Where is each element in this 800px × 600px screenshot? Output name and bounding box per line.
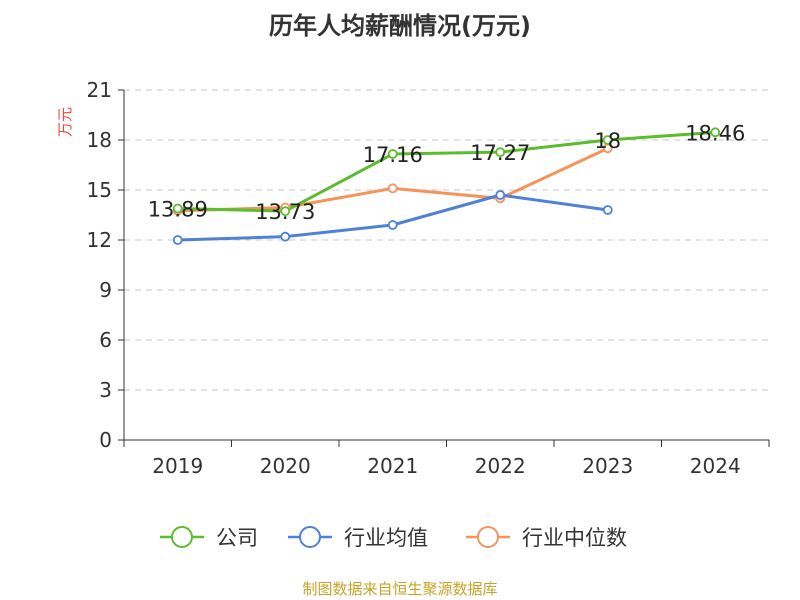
data-label: 17.27 <box>470 141 530 165</box>
data-point <box>495 147 506 158</box>
y-tick-label: 18 <box>87 128 112 152</box>
data-label: 17.16 <box>363 143 423 167</box>
grid-lines <box>124 89 769 391</box>
series-points <box>172 127 721 245</box>
x-tick-label: 2023 <box>582 454 633 478</box>
data-label: 13.89 <box>148 198 208 222</box>
x-tick-label: 2024 <box>690 454 741 478</box>
data-label: 13.73 <box>255 200 315 224</box>
series-line <box>177 130 716 213</box>
legend-marker <box>171 526 193 548</box>
series-line <box>177 193 608 242</box>
data-label: 18.46 <box>685 121 745 145</box>
x-tick-label: 2022 <box>475 454 526 478</box>
legend-label: 行业中位数 <box>522 526 627 550</box>
data-label: 18 <box>594 129 621 153</box>
x-tick-label: 2020 <box>260 454 311 478</box>
data-point <box>387 149 398 159</box>
axes: 0 3 6 9 12 15 18 21 2019 2020 2021 2022 2023 2024 万元 <box>56 78 770 478</box>
data-point <box>387 220 398 230</box>
x-tick-label: 2019 <box>152 454 203 478</box>
data-point <box>172 235 183 245</box>
y-tick-label: 15 <box>87 178 112 202</box>
data-point <box>495 190 506 200</box>
y-tick-label: 0 <box>99 428 112 452</box>
legend-label: 公司 <box>216 526 258 550</box>
chart-title: 历年人均薪酬情况(万元) <box>269 12 531 40</box>
y-tick-label: 21 <box>87 78 112 102</box>
data-point <box>280 206 291 217</box>
x-tick-label: 2021 <box>367 454 418 478</box>
y-tick-label: 12 <box>87 228 112 252</box>
data-point <box>280 231 291 242</box>
legend-marker <box>299 526 321 548</box>
y-tick-label: 6 <box>99 328 112 352</box>
y-axis-label: 万元 <box>56 107 74 137</box>
data-point <box>172 203 183 214</box>
data-point <box>710 127 721 138</box>
legend: 公司 行业均值 行业中位数 <box>160 526 627 550</box>
data-point <box>602 205 613 215</box>
data-point <box>602 135 613 145</box>
legend-label: 行业均值 <box>344 526 428 550</box>
data-labels: 13.89 13.73 17.16 17.27 18 18.46 <box>148 121 746 224</box>
y-tick-label: 3 <box>99 378 112 402</box>
data-point <box>387 183 398 194</box>
source-note: 制图数据来自恒生聚源数据库 <box>302 580 498 598</box>
legend-marker <box>477 526 499 548</box>
y-tick-label: 9 <box>99 278 112 302</box>
